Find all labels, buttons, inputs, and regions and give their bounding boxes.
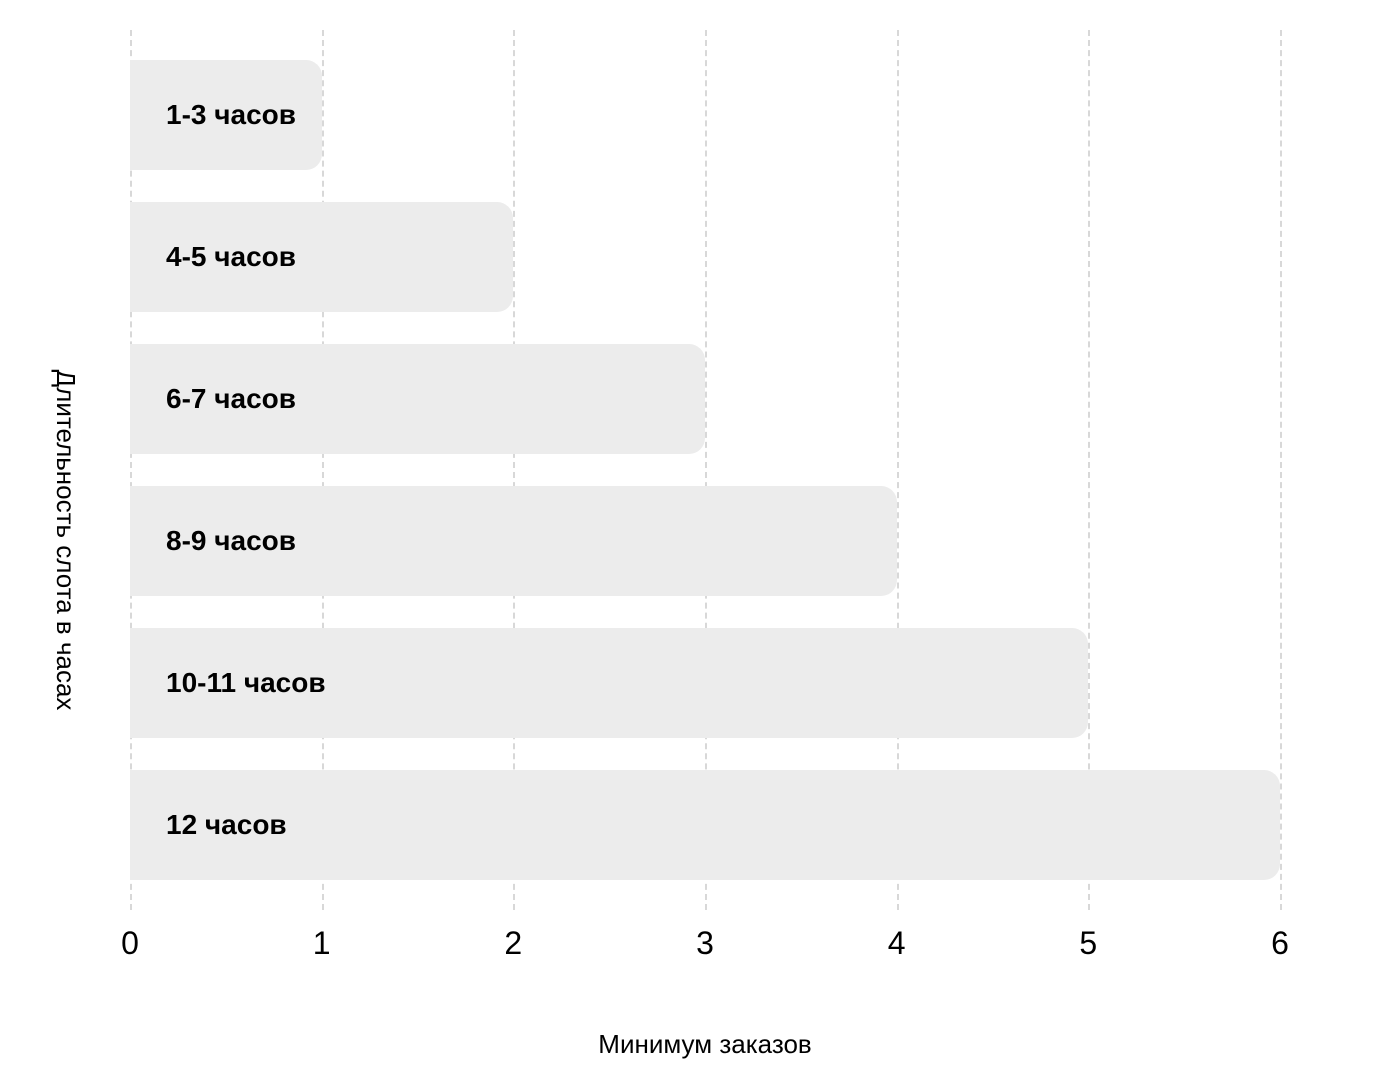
- bar: 1-3 часов: [130, 60, 322, 170]
- bar-label: 12 часов: [166, 809, 287, 841]
- bar-label: 6-7 часов: [166, 383, 296, 415]
- bar-label: 8-9 часов: [166, 525, 296, 557]
- x-tick-label: 2: [504, 925, 522, 962]
- bar-label: 10-11 часов: [166, 667, 326, 699]
- x-ticks: 0123456: [130, 925, 1280, 965]
- bar: 10-11 часов: [130, 628, 1088, 738]
- x-tick-label: 5: [1079, 925, 1097, 962]
- chart-container: Длительность слота в часах 1-3 часов4-5 …: [60, 30, 1350, 1050]
- x-axis-label: Минимум заказов: [598, 1029, 811, 1060]
- x-tick-label: 0: [121, 925, 139, 962]
- x-tick-label: 4: [888, 925, 906, 962]
- bar-label: 4-5 часов: [166, 241, 296, 273]
- gridline: [1280, 30, 1282, 910]
- x-tick-label: 6: [1271, 925, 1289, 962]
- x-tick-label: 1: [313, 925, 331, 962]
- y-axis-label: Длительность слота в часах: [50, 370, 81, 711]
- bars-area: 1-3 часов 4-5 часов 6-7 часов 8-9 часов 10-1…: [130, 60, 1280, 880]
- bar: 4-5 часов: [130, 202, 513, 312]
- bar-label: 1-3 часов: [166, 99, 296, 131]
- bar: 6-7 часов: [130, 344, 705, 454]
- bar: 8-9 часов: [130, 486, 897, 596]
- plot-area: 1-3 часов 4-5 часов 6-7 часов 8-9 часов 10-1…: [130, 30, 1280, 910]
- x-tick-label: 3: [696, 925, 714, 962]
- bar: 12 часов: [130, 770, 1280, 880]
